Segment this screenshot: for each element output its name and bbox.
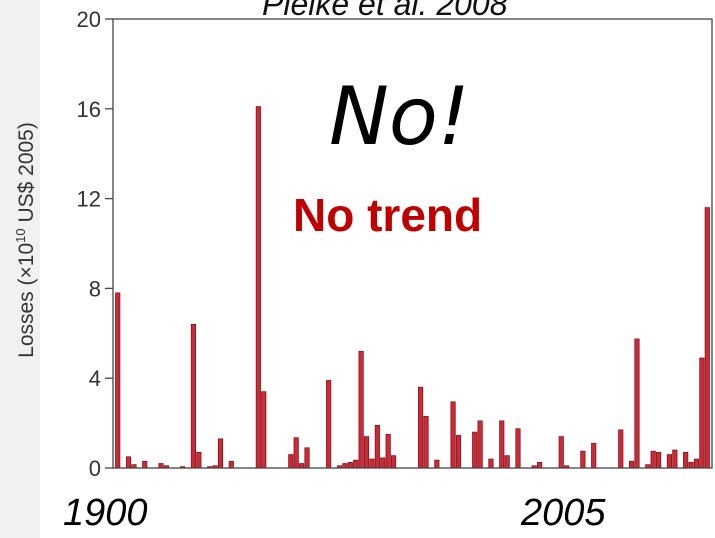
bar-year-1900 <box>115 292 121 469</box>
headline-no: No! <box>329 70 470 163</box>
bar-year-1966 <box>472 431 478 469</box>
bar-year-1950 <box>385 433 391 469</box>
bar-year-1959 <box>434 459 440 469</box>
bar-year-1949 <box>380 457 386 469</box>
bar-year-1902 <box>125 456 132 469</box>
plot-frame <box>112 18 713 469</box>
year-label-end: 2005 <box>521 492 606 534</box>
bar-year-1915 <box>196 451 202 469</box>
bar-year-1974 <box>515 428 521 469</box>
bar-year-1933 <box>293 437 299 469</box>
bar-year-2000 <box>656 451 662 469</box>
bar-year-1944 <box>353 459 359 469</box>
bar-year-2003 <box>672 449 678 469</box>
bar-year-1957 <box>423 416 429 469</box>
bar-year-1969 <box>488 458 494 469</box>
bar-year-1927 <box>261 391 267 469</box>
bar-year-1951 <box>391 455 397 469</box>
bar-year-1908 <box>158 463 164 469</box>
bar-year-1978 <box>537 462 543 469</box>
bar-year-1934 <box>299 463 305 469</box>
y-tick-label: 8 <box>89 276 101 301</box>
verdict-no-trend: No trend <box>293 189 483 241</box>
bar-year-1972 <box>504 455 510 469</box>
bar-year-1999 <box>650 450 656 469</box>
bar-year-1971 <box>499 420 505 469</box>
bar-year-1993 <box>618 429 624 469</box>
chart-citation: Pielke et al. 2008 <box>262 0 508 22</box>
y-tick-label: 4 <box>89 366 101 391</box>
bar-year-2009 <box>704 207 710 469</box>
bar-year-1921 <box>228 460 234 469</box>
bar-year-2005 <box>683 451 689 469</box>
bar-year-1935 <box>304 447 310 469</box>
bar-year-1962 <box>450 401 456 469</box>
bar-year-2006 <box>688 462 694 469</box>
bar-year-2008 <box>699 357 705 469</box>
axes <box>112 18 713 469</box>
bar-year-1963 <box>455 435 462 469</box>
bar-year-1914 <box>190 323 196 469</box>
bar-year-1947 <box>369 458 375 469</box>
bar-year-1995 <box>629 460 635 469</box>
bar-year-1905 <box>142 460 148 469</box>
bar-year-1932 <box>288 454 294 469</box>
bar-series <box>115 106 710 469</box>
bar-year-1996 <box>634 338 640 469</box>
bar-year-1946 <box>363 436 370 469</box>
y-axis-label: Losses (×1010 US$ 2005) <box>13 122 38 358</box>
y-tick-label: 20 <box>77 7 101 32</box>
bar-year-1926 <box>255 106 261 469</box>
y-axis-ticks: 0 4 8 12 16 20 <box>77 7 113 481</box>
y-tick-label: 16 <box>77 97 101 122</box>
bar-year-1986 <box>580 450 586 469</box>
bar-year-1943 <box>347 462 353 469</box>
year-label-start: 1900 <box>63 492 148 534</box>
bar-year-1945 <box>358 350 364 469</box>
bar-year-1948 <box>374 424 380 469</box>
bar-year-2002 <box>666 454 672 469</box>
bar-year-2007 <box>693 458 700 469</box>
bar-year-1939 <box>326 380 332 469</box>
y-tick-label: 12 <box>77 187 101 212</box>
left-margin-strip <box>0 0 40 538</box>
bar-year-1967 <box>477 420 483 469</box>
y-tick-label: 0 <box>89 456 101 481</box>
bar-year-1919 <box>217 438 224 469</box>
bar-year-1982 <box>558 436 564 469</box>
bar-year-1942 <box>342 463 348 469</box>
bar-year-1956 <box>418 386 424 469</box>
bar-year-1988 <box>591 442 597 469</box>
